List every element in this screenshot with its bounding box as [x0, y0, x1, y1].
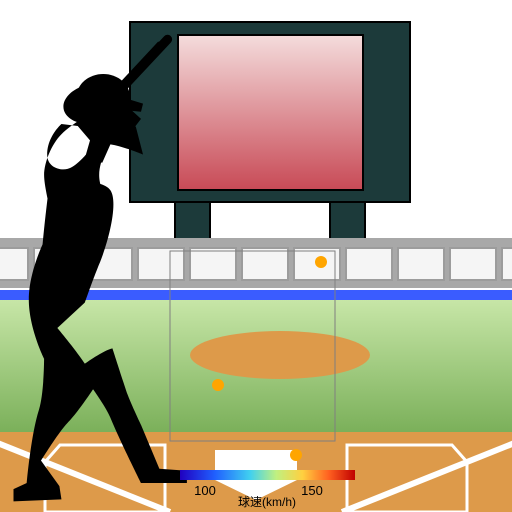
legend-tick: 100 — [194, 483, 216, 498]
wall-panel — [450, 248, 496, 280]
pitch-marker — [212, 379, 224, 391]
wall-panel — [242, 248, 288, 280]
pitchers-mound — [190, 331, 370, 379]
wall-panel — [502, 248, 512, 280]
legend-bar — [180, 470, 355, 480]
legend-axis-label: 球速(km/h) — [238, 495, 296, 509]
pitch-marker — [290, 449, 302, 461]
pitch-marker — [315, 256, 327, 268]
scoreboard-leg — [175, 200, 210, 240]
legend-tick: 150 — [301, 483, 323, 498]
wall-panel — [138, 248, 184, 280]
scoreboard-screen — [178, 35, 363, 190]
wall-panel — [398, 248, 444, 280]
pitch-chart: 100 150 球速(km/h) — [0, 0, 512, 512]
wall-panel — [346, 248, 392, 280]
wall-panel — [190, 248, 236, 280]
scoreboard-leg — [330, 200, 365, 240]
wall-panel — [0, 248, 28, 280]
